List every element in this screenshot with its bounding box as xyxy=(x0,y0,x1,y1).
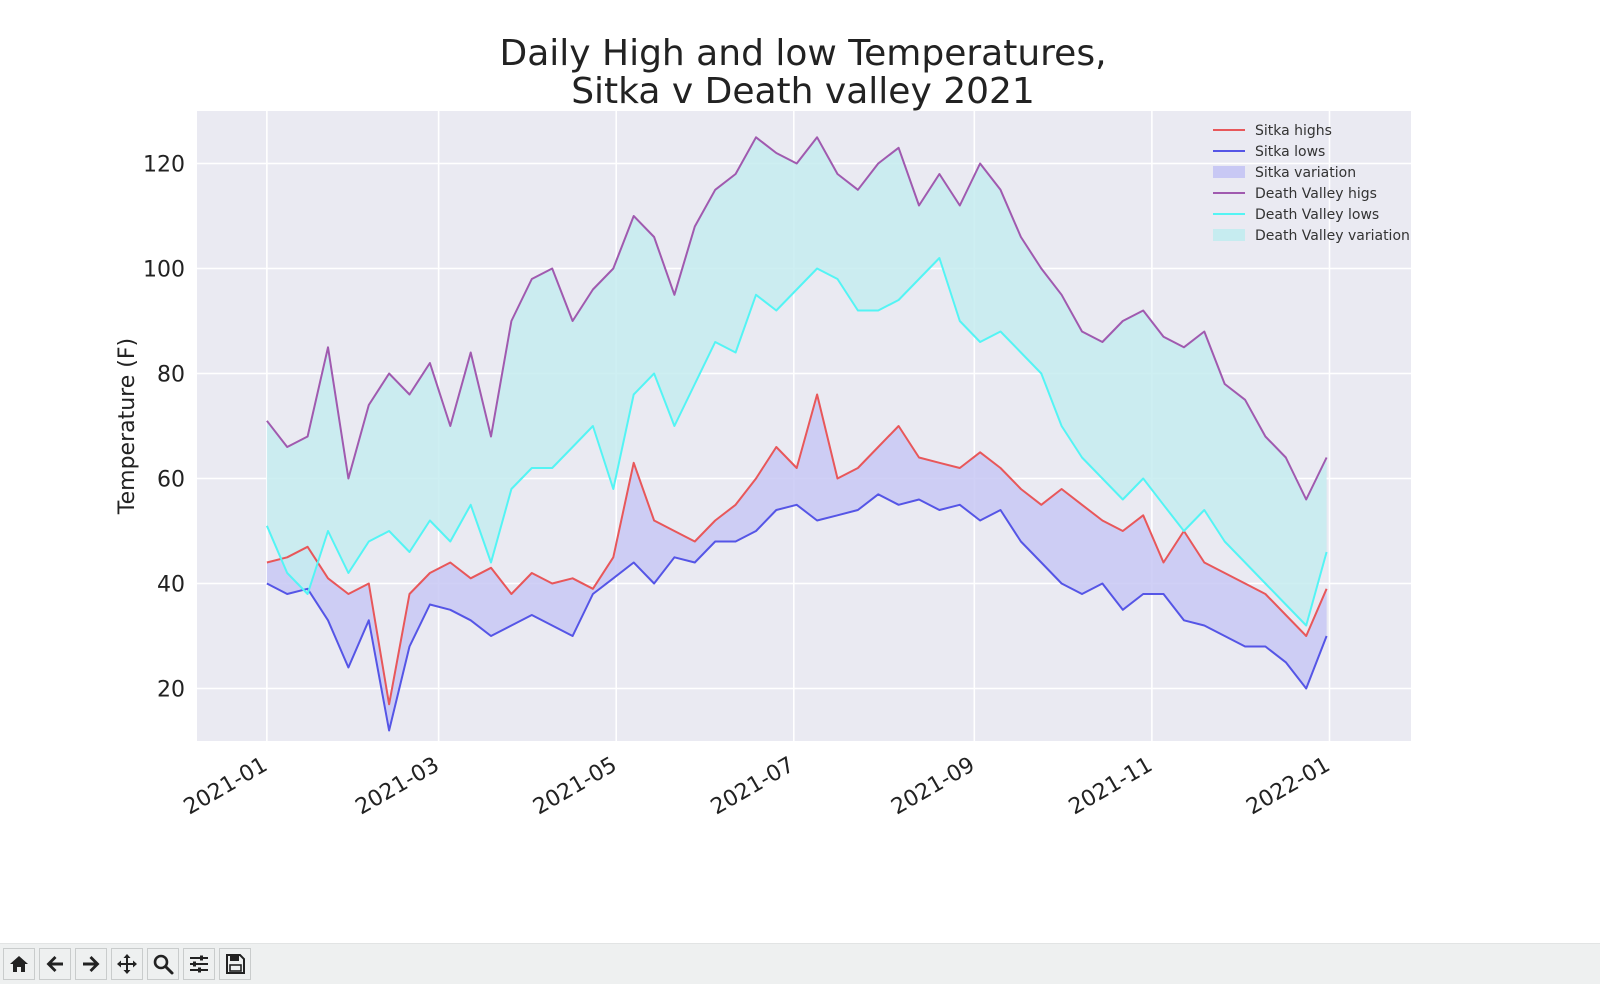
x-tick-label: 2021-03 xyxy=(352,753,444,821)
y-tick-label: 120 xyxy=(143,153,185,178)
y-tick-label: 40 xyxy=(157,573,185,598)
fill-death-valley-variation xyxy=(266,137,1327,626)
legend-label: Death Valley higs xyxy=(1255,186,1377,202)
y-axis-label: Temperature (F) xyxy=(115,338,140,515)
zoom-icon xyxy=(153,954,174,975)
line-sitka-lows xyxy=(266,493,1328,732)
home-button[interactable] xyxy=(3,948,35,980)
zoom-button[interactable] xyxy=(147,948,179,980)
legend-label: Sitka highs xyxy=(1255,123,1332,139)
pan-button[interactable] xyxy=(111,948,143,980)
legend: Sitka highs Sitka lows Sitka variation Deat… xyxy=(1213,123,1410,244)
legend-label: Death Valley variation xyxy=(1255,228,1410,244)
forward-icon xyxy=(83,956,100,972)
x-tick-label: 2021-07 xyxy=(707,753,799,821)
line-sitka-highs xyxy=(266,393,1328,706)
save-icon xyxy=(226,954,245,974)
back-icon xyxy=(46,956,63,972)
pan-icon xyxy=(117,954,137,974)
legend-fill-swatch xyxy=(1213,166,1245,178)
x-tick-label: 2022-01 xyxy=(1242,753,1334,821)
legend-fill-swatch xyxy=(1213,229,1245,241)
x-tick-label: 2021-05 xyxy=(529,753,621,821)
x-tick-label: 2021-01 xyxy=(180,753,272,821)
chart-title-line-2: Sitka v Death valley 2021 xyxy=(571,71,1035,112)
x-tick-label: 2021-09 xyxy=(887,753,979,821)
navigation-toolbar xyxy=(0,943,1600,984)
save-button[interactable] xyxy=(219,948,251,980)
y-tick-label: 60 xyxy=(157,468,185,493)
y-tick-label: 100 xyxy=(143,258,185,283)
line-death-valley-higs xyxy=(266,136,1328,501)
legend-label: Death Valley lows xyxy=(1255,207,1379,223)
configure-subplots-button[interactable] xyxy=(183,948,215,980)
x-tick-label: 2021-11 xyxy=(1065,753,1157,821)
legend-label: Sitka lows xyxy=(1255,144,1325,160)
line-death-valley-lows xyxy=(265,257,1328,627)
forward-button[interactable] xyxy=(75,948,107,980)
figure-canvas: 20 40 60 80 100 120 2021-01 2021-03 2021-05 2021-… xyxy=(115,33,1411,821)
legend-label: Sitka variation xyxy=(1255,165,1356,181)
chart-title-line-1: Daily High and low Temperatures, xyxy=(499,33,1106,74)
y-tick-label: 20 xyxy=(157,678,185,703)
temperature-chart: 20 40 60 80 100 120 2021-01 2021-03 2021-05 2021-… xyxy=(115,33,1411,821)
home-icon xyxy=(10,956,28,972)
y-tick-label: 80 xyxy=(157,363,185,388)
chart-titles: Daily High and low Temperatures, Sitka v… xyxy=(115,33,1107,515)
back-button[interactable] xyxy=(39,948,71,980)
variation-fills xyxy=(266,137,1327,731)
series-lines xyxy=(265,136,1328,732)
configure-subplots-icon xyxy=(190,955,208,973)
fill-sitka-variation xyxy=(266,394,1327,731)
